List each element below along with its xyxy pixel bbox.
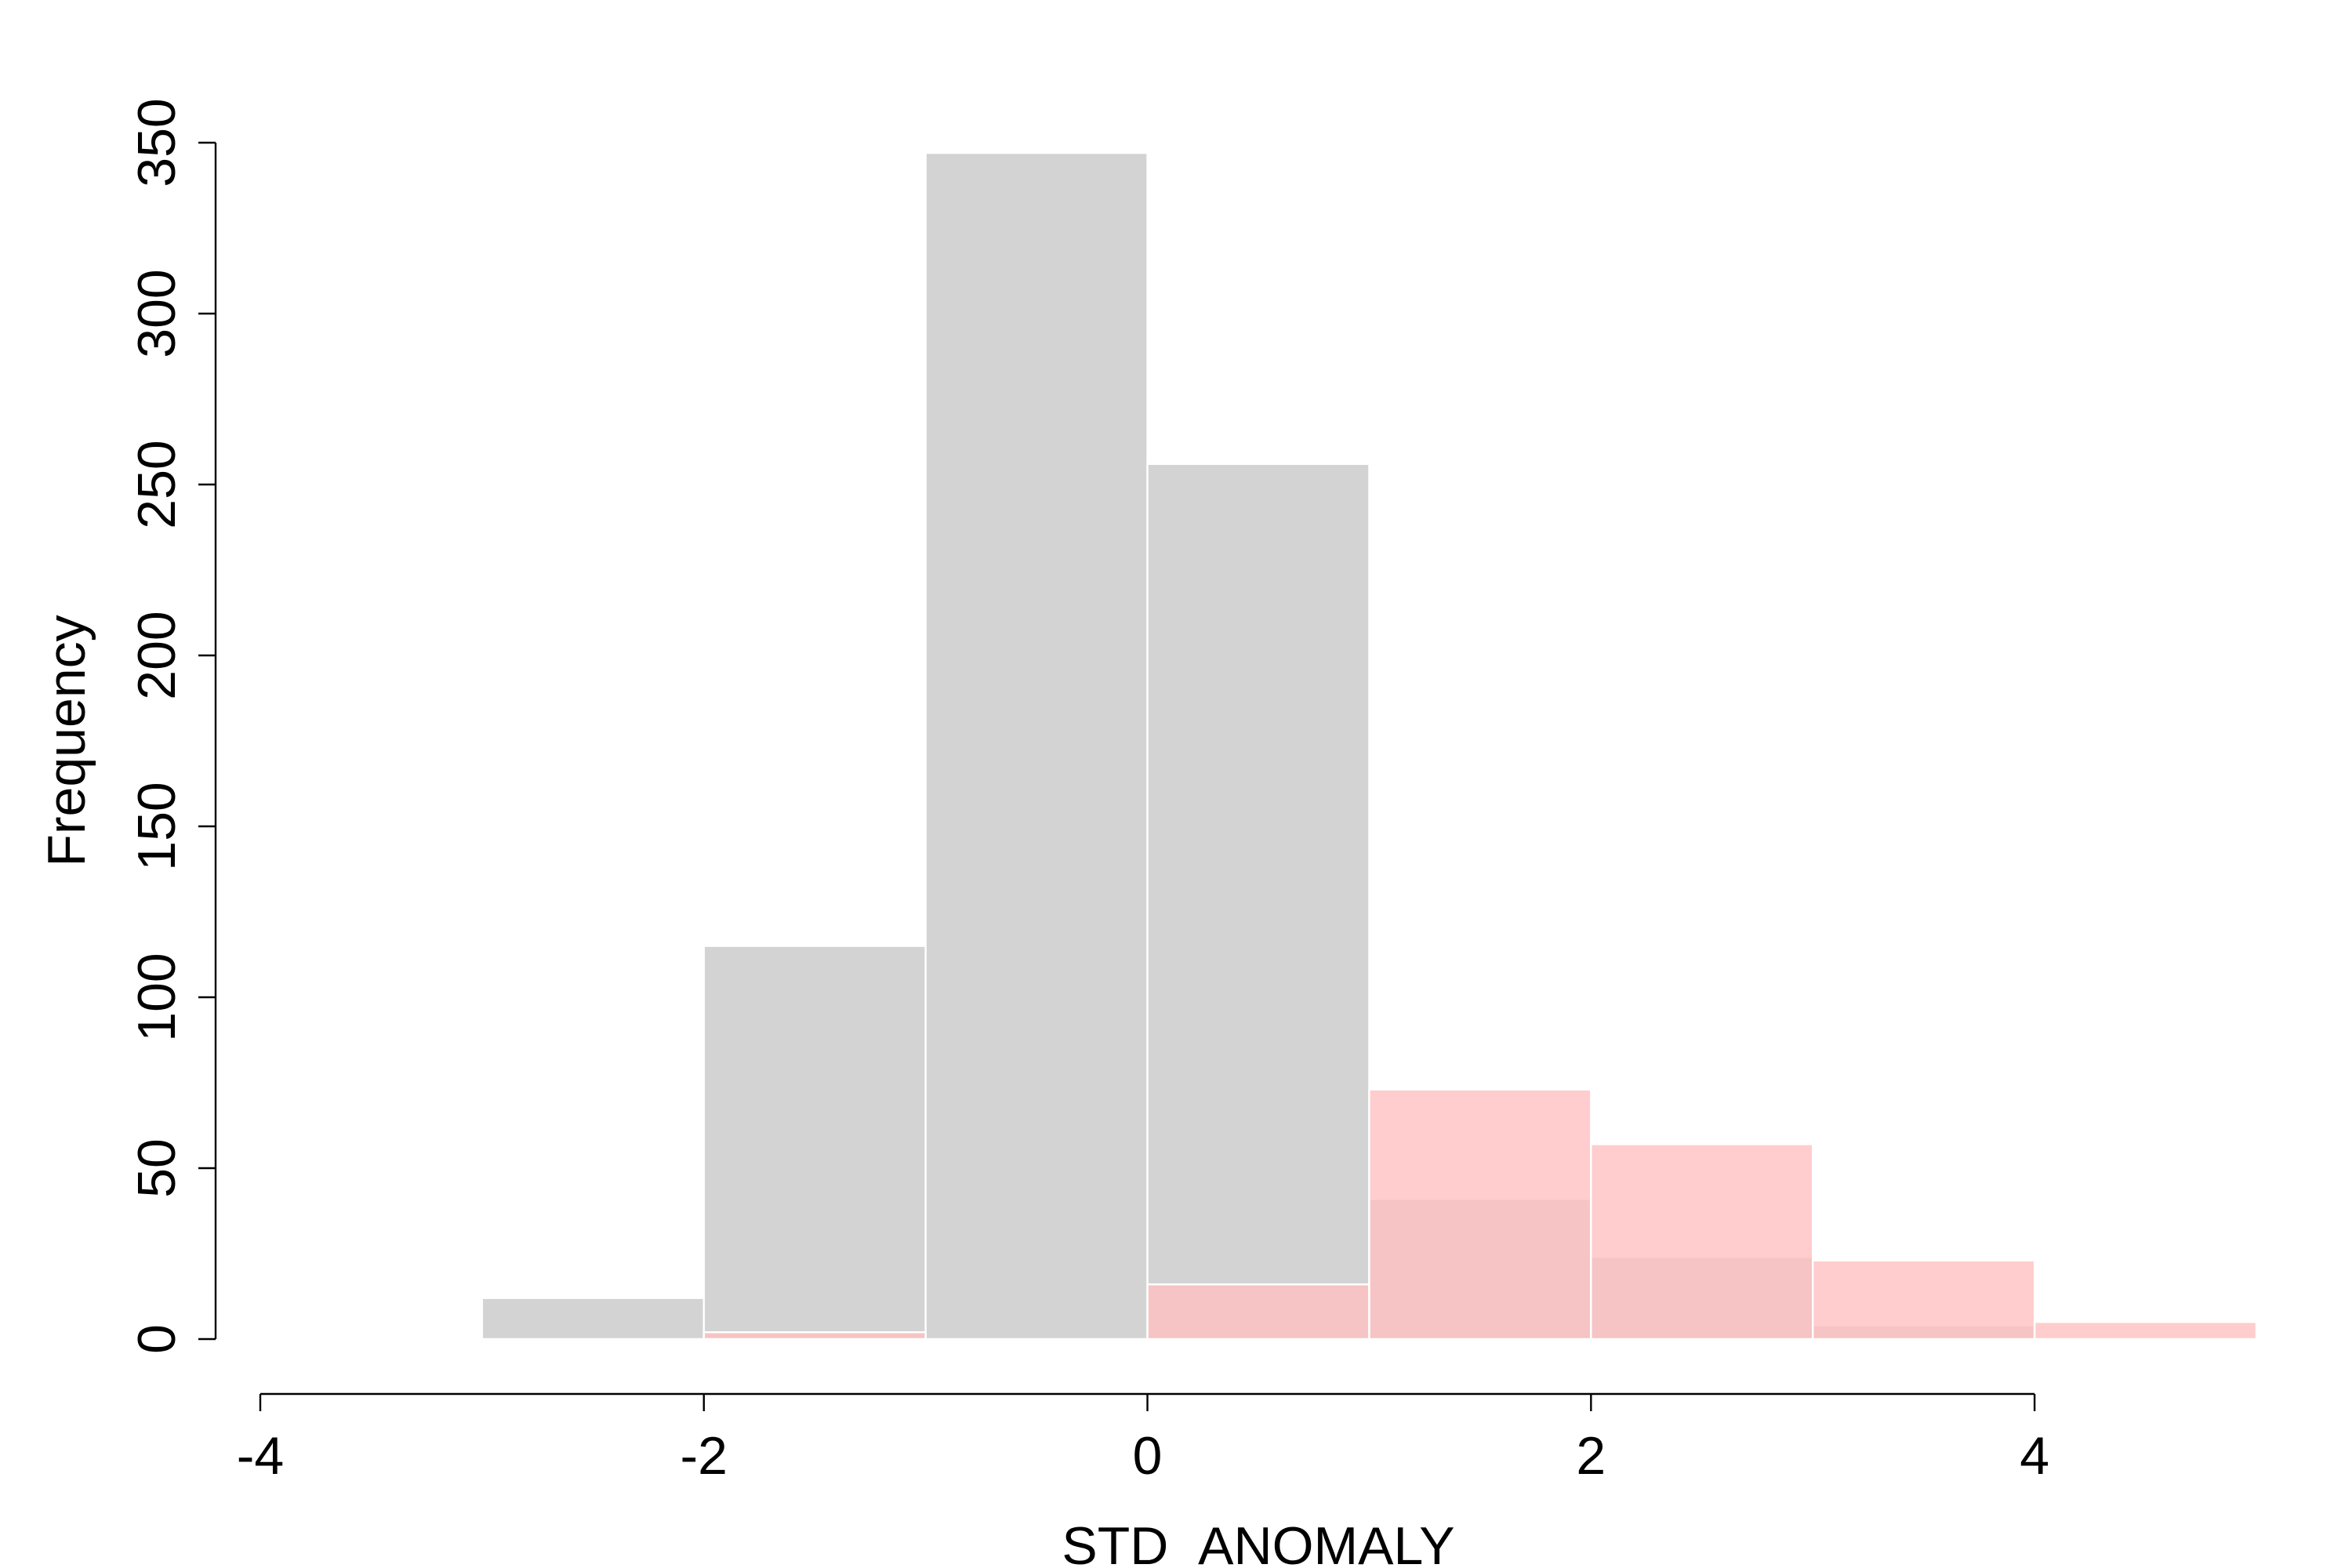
x-tick-label: 4 bbox=[2020, 1426, 2049, 1486]
bars-layer bbox=[481, 151, 2258, 1341]
y-tick-label: 300 bbox=[127, 269, 187, 358]
histogram-bar-series-2 bbox=[1368, 1088, 1592, 1341]
histogram-bar-series-2 bbox=[702, 1331, 927, 1341]
y-axis: 0 50 100 150 200 250 300 350 bbox=[127, 98, 217, 1354]
x-tick-label: -4 bbox=[237, 1426, 284, 1486]
x-tick-label: 2 bbox=[1576, 1426, 1606, 1486]
histogram-bar-series-1 bbox=[702, 945, 927, 1341]
histogram-bar-series-2 bbox=[1146, 1283, 1370, 1341]
histogram-bar-series-1 bbox=[924, 151, 1149, 1341]
histogram-bar-series-1 bbox=[481, 1297, 705, 1341]
histogram-bar-series-1 bbox=[1146, 463, 1370, 1341]
y-tick-label: 100 bbox=[127, 953, 187, 1041]
histogram-bar-series-2 bbox=[2033, 1320, 2258, 1341]
y-axis-title: Frequency bbox=[37, 615, 96, 866]
y-tick-label: 200 bbox=[127, 611, 187, 699]
y-tick-label: 0 bbox=[127, 1324, 187, 1354]
x-axis-title: STD_ANOMALY bbox=[1062, 1516, 1454, 1568]
x-tick-label: -2 bbox=[681, 1426, 728, 1486]
histogram-bar-series-2 bbox=[1590, 1143, 1814, 1341]
y-tick-label: 350 bbox=[127, 98, 187, 187]
y-tick-label: 150 bbox=[127, 782, 187, 870]
x-axis: -4 -2 0 2 4 bbox=[237, 1392, 2049, 1486]
y-tick-label: 250 bbox=[127, 440, 187, 528]
histogram-bar-series-2 bbox=[1812, 1259, 2036, 1341]
x-tick-label: 0 bbox=[1133, 1426, 1163, 1486]
y-tick-label: 50 bbox=[127, 1138, 187, 1198]
